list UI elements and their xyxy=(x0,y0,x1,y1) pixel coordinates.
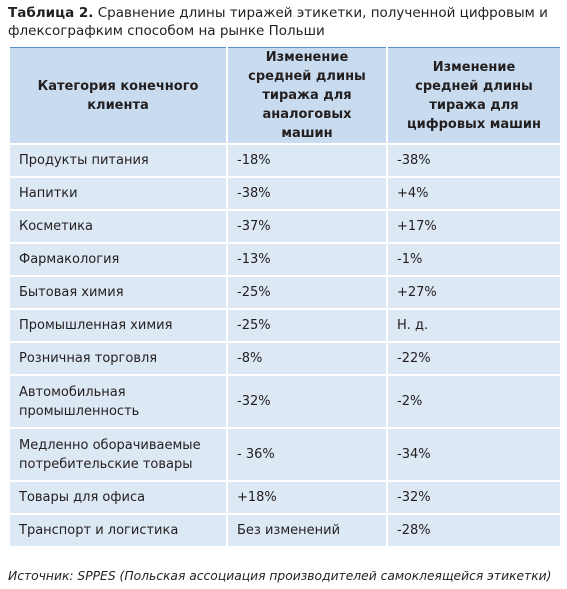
value-cell: Без изменений xyxy=(226,513,388,548)
data-table: Категория конечного клиента Изменение сре… xyxy=(8,47,562,548)
caption: Таблица 2. Сравнение длины тиражей этике… xyxy=(8,4,556,40)
table-row: Автомобильная промышленность -32% -2% xyxy=(8,374,562,429)
category-cell: Автомобильная промышленность xyxy=(8,374,228,429)
value-cell: -13% xyxy=(226,242,388,277)
value-cell: -38% xyxy=(226,176,388,211)
category-cell: Продукты питания xyxy=(8,143,228,178)
column-header: Категория конечного клиента xyxy=(8,47,228,145)
table-row: Фармакология -13% -1% xyxy=(8,242,562,277)
value-cell: Н. д. xyxy=(386,308,562,343)
value-cell: -18% xyxy=(226,143,388,178)
value-cell: -37% xyxy=(226,209,388,244)
value-cell: -8% xyxy=(226,341,388,376)
table-row: Товары для офиса +18% -32% xyxy=(8,480,562,515)
category-cell: Фармакология xyxy=(8,242,228,277)
table-row: Продукты питания -18% -38% xyxy=(8,143,562,178)
value-cell: -25% xyxy=(226,275,388,310)
category-cell: Розничная торговля xyxy=(8,341,228,376)
value-cell: -34% xyxy=(386,427,562,482)
category-cell: Медленно оборачиваемые потребительские т… xyxy=(8,427,228,482)
category-cell: Косметика xyxy=(8,209,228,244)
caption-text: Сравнение длины тиражей этикетки, получе… xyxy=(8,5,548,39)
category-cell: Промышленная химия xyxy=(8,308,228,343)
table-row: Медленно оборачиваемые потребительские т… xyxy=(8,427,562,482)
value-cell: -25% xyxy=(226,308,388,343)
value-cell: -38% xyxy=(386,143,562,178)
table-row: Розничная торговля -8% -22% xyxy=(8,341,562,376)
column-header: Изменение средней длины тиража для цифро… xyxy=(386,47,562,145)
caption-label: Таблица 2. xyxy=(8,5,94,21)
value-cell: -1% xyxy=(386,242,562,277)
value-cell: +18% xyxy=(226,480,388,515)
value-cell: +4% xyxy=(386,176,562,211)
value-cell: - 36% xyxy=(226,427,388,482)
value-cell: -28% xyxy=(386,513,562,548)
value-cell: -2% xyxy=(386,374,562,429)
table-row: Напитки -38% +4% xyxy=(8,176,562,211)
column-header: Изменение средней длины тиража для анало… xyxy=(226,47,388,145)
value-cell: -22% xyxy=(386,341,562,376)
value-cell: -32% xyxy=(226,374,388,429)
category-cell: Бытовая химия xyxy=(8,275,228,310)
value-cell: +17% xyxy=(386,209,562,244)
header-row: Категория конечного клиента Изменение сре… xyxy=(8,47,562,145)
category-cell: Транспорт и логистика xyxy=(8,513,228,548)
value-cell: -32% xyxy=(386,480,562,515)
table-row: Промышленная химия -25% Н. д. xyxy=(8,308,562,343)
category-cell: Напитки xyxy=(8,176,228,211)
table-row: Транспорт и логистика Без изменений -28% xyxy=(8,513,562,548)
source-note: Источник: SPPES (Польская ассоциация про… xyxy=(8,569,552,583)
table-row: Бытовая химия -25% +27% xyxy=(8,275,562,310)
table-row: Косметика -37% +17% xyxy=(8,209,562,244)
category-cell: Товары для офиса xyxy=(8,480,228,515)
value-cell: +27% xyxy=(386,275,562,310)
